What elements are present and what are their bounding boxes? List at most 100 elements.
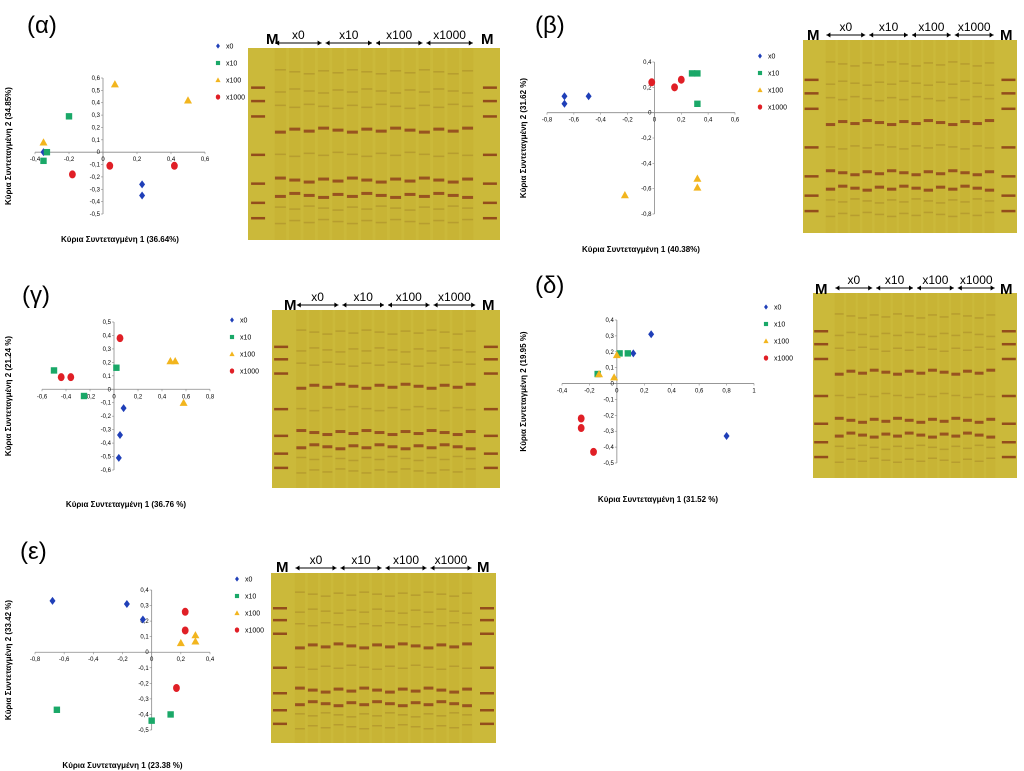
marker-band (1001, 209, 1016, 213)
x-tick-label: -0,2 (584, 389, 595, 395)
gel-band (960, 98, 970, 101)
gel-band (361, 472, 372, 474)
gel-band (390, 92, 402, 94)
gel-band (346, 153, 358, 156)
data-point-x0 (561, 92, 568, 101)
lane (296, 310, 307, 488)
gel-band (309, 431, 320, 435)
gel-band (361, 350, 372, 352)
gel-band (375, 129, 387, 133)
gel-band (361, 208, 373, 210)
gel-alpha-marker-left: M (266, 31, 279, 48)
gel-band (289, 127, 301, 131)
marker-band (804, 107, 819, 111)
gel-band (465, 457, 476, 460)
legend-label-x100: x100 (226, 78, 241, 85)
gel-band (462, 592, 472, 594)
x-tick-label: 0,6 (201, 157, 210, 163)
gel-band (318, 177, 330, 181)
marker-band (480, 618, 494, 622)
marker-band (480, 722, 494, 726)
gel-band (984, 200, 995, 202)
gel-band (295, 646, 305, 650)
x-tick-label: 0 (150, 657, 154, 663)
legend-label-x100: x100 (774, 339, 789, 346)
gel-band (439, 331, 450, 333)
gel-band (462, 70, 474, 72)
gel-header: x0 x10 x100 x1000 (275, 28, 473, 46)
gel-band (935, 81, 946, 83)
gel-band (390, 207, 402, 209)
group-arrow-head-left (835, 285, 840, 291)
legend-marker-x10 (763, 321, 769, 327)
gel-band (332, 151, 344, 154)
gel-band (984, 119, 995, 123)
data-point-x0 (630, 349, 637, 358)
gel-band (899, 63, 909, 65)
y-tick-label: -0,4 (641, 161, 652, 167)
lane (387, 310, 398, 488)
gel-band (359, 728, 370, 730)
gel-band (296, 329, 307, 331)
gel-band (887, 146, 897, 148)
gel-band (410, 609, 421, 611)
gel-band (465, 330, 476, 332)
gel-band (974, 333, 984, 336)
gel-band (320, 702, 331, 706)
data-point-x10 (624, 350, 632, 357)
group-arrow-head-left (957, 285, 962, 291)
gel-band (322, 445, 333, 449)
group-arrow-head-right (989, 32, 994, 38)
pca-chart-gamma: -0,6 -0,4 -0,2 0 0,2 0,4 0,6 0,8 -0,6 -0,5 -0,4 -0,… (4, 317, 259, 509)
gel-band (963, 396, 972, 399)
gel-band (333, 624, 344, 626)
gel-band (928, 417, 937, 421)
gel-band (974, 346, 984, 348)
y-tick-label: 0,1 (92, 138, 101, 144)
gel-band (335, 382, 346, 386)
gel-band (449, 610, 460, 612)
gel-band (935, 99, 946, 102)
gel-band (361, 446, 372, 450)
gel-band (423, 713, 434, 715)
gel-band (346, 609, 357, 611)
lane (426, 310, 437, 488)
legend-marker-x1000 (757, 104, 763, 110)
legend-marker-x0 (758, 53, 762, 59)
gel-band (274, 206, 286, 208)
gel-band (923, 119, 933, 123)
x-tick-label: 0 (101, 157, 105, 163)
gel-band (834, 372, 844, 376)
gel-band (986, 446, 996, 449)
gel-band (972, 214, 982, 217)
gel-beta-marker-left: M (807, 27, 820, 44)
gel-band (846, 458, 856, 460)
gel-band (850, 95, 860, 98)
gel-band (923, 62, 933, 64)
gel-band (309, 364, 320, 366)
gel-band (939, 370, 949, 374)
gel-band (295, 728, 305, 730)
lane (447, 48, 459, 240)
gel-image-gamma (272, 310, 500, 488)
gel-band (390, 70, 402, 72)
gel-band (385, 610, 395, 612)
gel-band (359, 666, 370, 668)
gel-band (289, 106, 301, 109)
gel-band (307, 593, 318, 595)
gel-band (372, 643, 382, 647)
lane (947, 40, 958, 233)
gel-band (452, 455, 463, 458)
data-point-x1000 (106, 161, 114, 170)
gel-band (436, 725, 447, 727)
y-tick-label: 0,1 (606, 366, 615, 372)
gel-band (874, 121, 885, 125)
gel-band (986, 457, 996, 459)
data-point-x100 (184, 96, 192, 104)
gel-band (436, 593, 447, 595)
gel-band (348, 405, 359, 408)
gel-band (911, 122, 921, 126)
gel-band (289, 208, 301, 210)
gel-band (307, 688, 318, 692)
gel-band (846, 349, 856, 351)
